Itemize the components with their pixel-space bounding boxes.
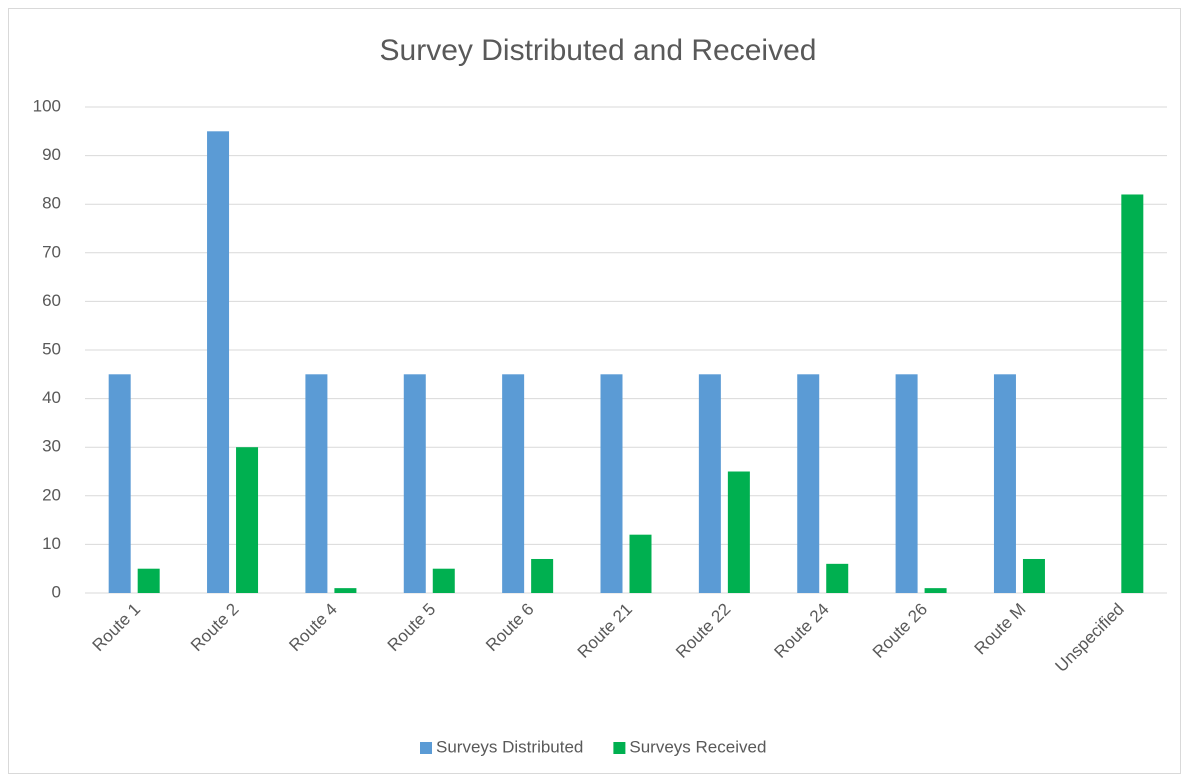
bar bbox=[236, 447, 259, 593]
bar bbox=[1022, 558, 1045, 593]
bar bbox=[502, 374, 525, 593]
bar bbox=[727, 471, 750, 593]
legend-label: Surveys Received bbox=[629, 737, 766, 756]
bar bbox=[826, 563, 849, 593]
bar bbox=[600, 374, 623, 593]
legend-swatch bbox=[613, 742, 626, 754]
bar bbox=[993, 374, 1016, 593]
y-tick-label: 70 bbox=[42, 242, 61, 261]
legend-label: Surveys Distributed bbox=[436, 737, 583, 756]
bar bbox=[403, 374, 426, 593]
bar bbox=[207, 131, 230, 594]
bar bbox=[1121, 194, 1144, 594]
y-tick-label: 80 bbox=[42, 194, 61, 213]
y-tick-label: 100 bbox=[33, 96, 61, 115]
bar bbox=[334, 588, 357, 593]
y-tick-label: 90 bbox=[42, 145, 61, 164]
y-tick-label: 50 bbox=[42, 339, 61, 358]
bar bbox=[305, 374, 328, 593]
legend-swatch bbox=[420, 742, 432, 754]
bar bbox=[924, 588, 947, 593]
y-tick-label: 0 bbox=[52, 582, 61, 601]
y-tick-label: 60 bbox=[42, 291, 61, 310]
chart-title: Survey Distributed and Received bbox=[380, 34, 817, 67]
bar bbox=[531, 558, 554, 593]
bar bbox=[698, 374, 721, 593]
bar bbox=[797, 374, 820, 593]
bar bbox=[137, 568, 160, 593]
y-tick-label: 20 bbox=[42, 485, 61, 504]
bar bbox=[432, 568, 455, 593]
y-tick-label: 10 bbox=[42, 534, 61, 553]
bar bbox=[895, 374, 918, 593]
bar bbox=[108, 374, 131, 593]
y-tick-label: 40 bbox=[42, 388, 61, 407]
y-tick-label: 30 bbox=[42, 437, 61, 456]
bar bbox=[629, 534, 652, 593]
chart-border bbox=[8, 8, 1181, 774]
